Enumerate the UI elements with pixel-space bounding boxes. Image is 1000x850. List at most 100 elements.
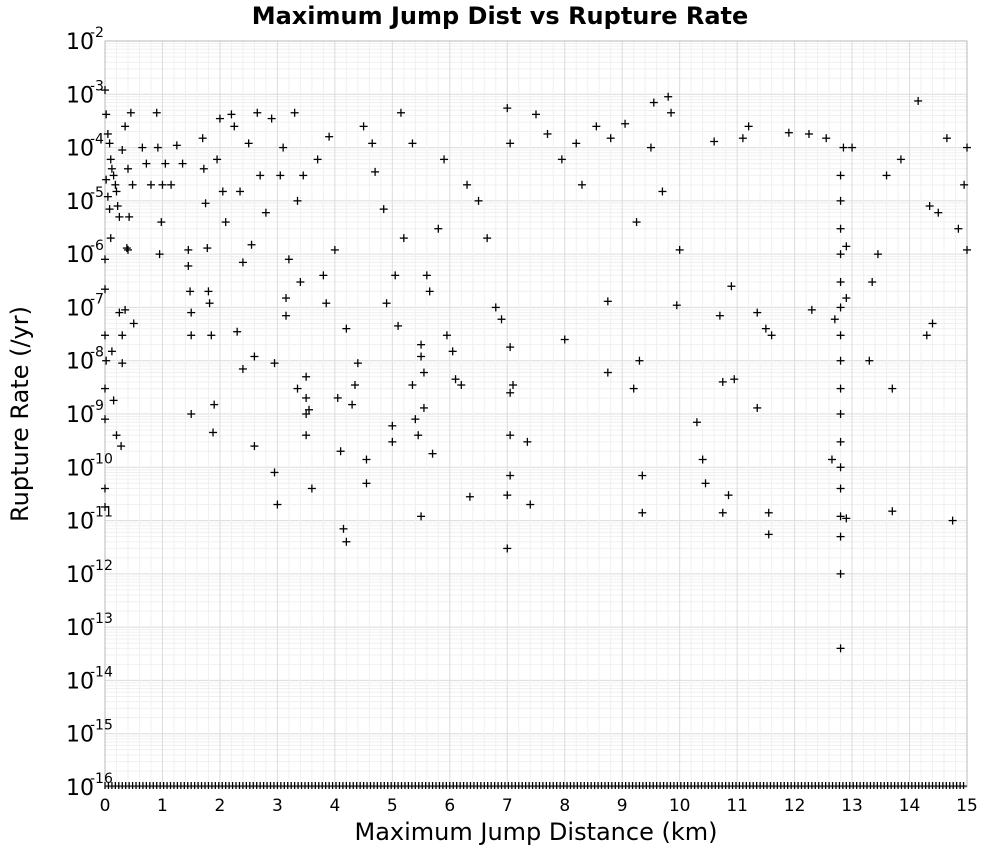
data-point	[123, 164, 132, 173]
data-point	[934, 208, 943, 217]
data-point	[425, 287, 434, 296]
data-point	[399, 234, 408, 243]
data-point	[302, 410, 311, 418]
data-point	[118, 146, 127, 155]
data-point	[417, 512, 426, 521]
data-point	[698, 455, 707, 464]
data-point	[506, 343, 515, 352]
data-point	[764, 508, 773, 517]
data-point	[336, 447, 345, 456]
data-points	[101, 86, 971, 653]
data-point	[396, 108, 405, 117]
data-point	[718, 508, 727, 517]
data-point	[238, 364, 247, 373]
data-point	[388, 437, 397, 446]
data-point	[873, 250, 882, 259]
data-point	[184, 261, 193, 270]
data-point	[106, 234, 115, 243]
y-tick-label: 10-10	[66, 451, 113, 481]
data-point	[603, 297, 612, 306]
data-point	[105, 205, 114, 214]
data-point	[187, 410, 196, 418]
data-point	[836, 484, 845, 493]
data-point	[836, 303, 845, 312]
data-point	[122, 244, 131, 253]
y-tick-exponent: -5	[90, 185, 104, 201]
data-point	[319, 271, 328, 280]
data-point	[428, 449, 437, 458]
data-point	[730, 375, 739, 384]
data-point	[113, 202, 122, 211]
data-point	[129, 319, 138, 328]
data-point	[350, 381, 359, 390]
grid-lines	[104, 40, 968, 788]
data-point	[764, 530, 773, 539]
data-point	[267, 114, 276, 123]
data-point	[362, 455, 371, 464]
chart-title: Maximum Jump Dist vs Rupture Rate	[252, 2, 749, 30]
y-tick-exponent: -6	[90, 238, 104, 254]
data-point	[284, 255, 293, 264]
data-point	[330, 245, 339, 254]
data-point	[411, 415, 420, 424]
data-point	[218, 187, 227, 196]
data-point	[210, 400, 219, 409]
data-point	[506, 388, 515, 397]
data-point	[842, 294, 851, 303]
data-point	[868, 278, 877, 287]
y-tick-base: 10	[66, 776, 94, 801]
data-point	[121, 122, 130, 131]
y-tick-label: 10-14	[66, 664, 113, 694]
data-point	[293, 384, 302, 393]
x-tick-label: 4	[329, 796, 340, 816]
data-point	[442, 331, 451, 340]
x-tick-label: 0	[100, 796, 111, 816]
data-point	[394, 321, 403, 330]
data-point	[128, 180, 137, 189]
y-tick-base: 10	[66, 83, 94, 108]
data-point	[483, 234, 492, 243]
data-point	[101, 86, 109, 95]
data-point	[836, 437, 845, 446]
data-point	[382, 299, 391, 308]
data-point	[408, 139, 417, 148]
data-point	[302, 372, 311, 381]
data-point	[724, 491, 733, 500]
data-point	[710, 137, 719, 146]
y-tick-base: 10	[66, 296, 94, 321]
data-point	[675, 245, 684, 254]
data-point	[882, 171, 891, 180]
y-tick-label: 10-5	[66, 185, 104, 215]
data-point	[942, 134, 951, 143]
x-tick-label: 15	[956, 796, 978, 816]
data-point	[109, 171, 118, 180]
data-point	[198, 134, 207, 143]
data-point	[767, 331, 776, 340]
data-point	[101, 484, 109, 493]
data-point	[213, 155, 222, 164]
data-point	[205, 299, 214, 308]
data-point	[963, 245, 971, 254]
y-tick-exponent: -9	[90, 398, 104, 414]
y-tick-exponent: -2	[90, 25, 104, 41]
data-point	[106, 155, 115, 164]
data-point	[172, 141, 181, 150]
data-point	[491, 303, 500, 312]
y-tick-label: 10-7	[66, 291, 104, 321]
data-point	[187, 308, 196, 317]
data-point	[925, 202, 934, 211]
data-point	[497, 315, 506, 324]
data-point	[111, 180, 120, 189]
data-point	[290, 108, 299, 117]
data-point	[167, 180, 176, 189]
data-point	[532, 110, 540, 119]
x-tick-label: 3	[272, 796, 283, 816]
data-point	[107, 164, 116, 173]
data-point	[322, 299, 331, 308]
data-point	[836, 512, 845, 521]
data-point	[465, 492, 474, 501]
data-point	[836, 532, 845, 541]
y-tick-label: 10-15	[66, 718, 113, 748]
data-point	[107, 347, 116, 356]
data-point	[103, 129, 112, 138]
